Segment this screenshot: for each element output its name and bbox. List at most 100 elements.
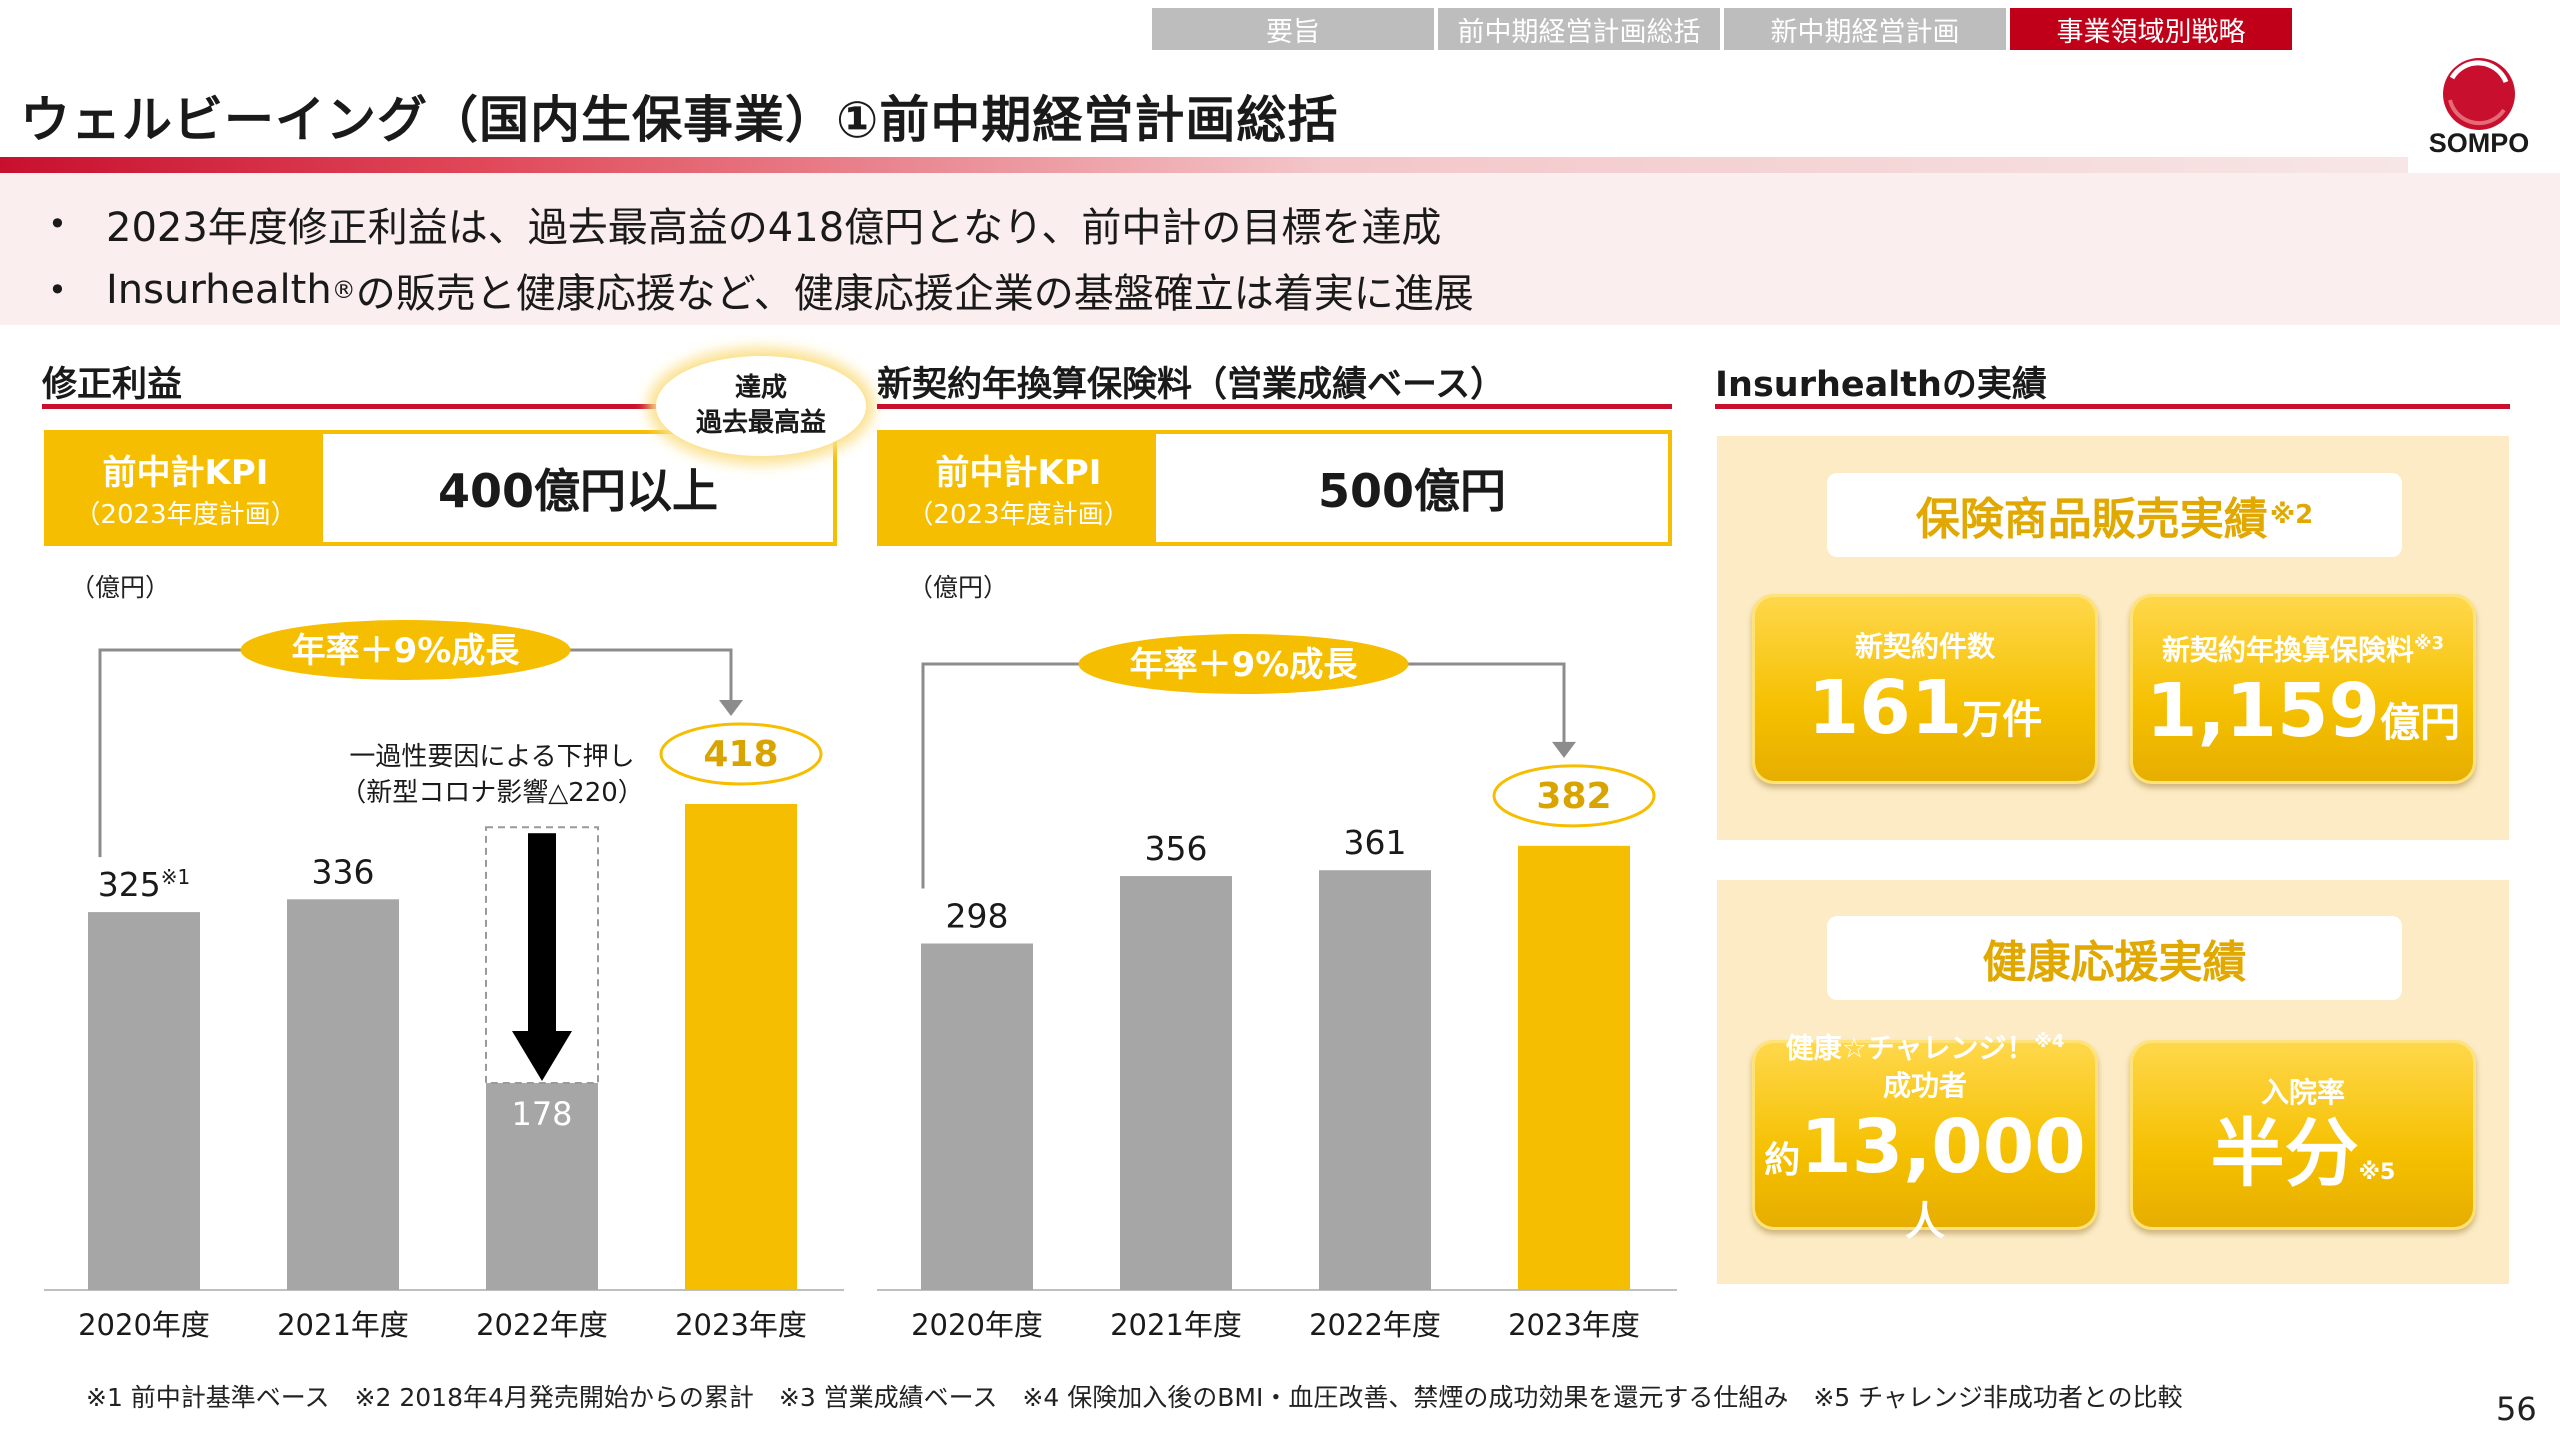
bullet-dot-icon: • [48,205,67,243]
highlight-value-bubble [659,722,823,786]
bar-2023年度 [685,803,797,1290]
bullet-dot-icon: • [48,271,67,309]
value-label: 356 [1145,829,1208,868]
category-label: 2021年度 [1110,1308,1242,1342]
ghost-bar-outline [485,826,599,1085]
hospitalization-rate-card: 入院率 半分※5 [2130,1040,2476,1230]
value-label: 336 [312,852,375,891]
achieved-badge-line2: 過去最高益 [695,408,826,438]
annualized-premium-card: 新契約年換算保険料※3 1,159億円 [2130,594,2476,784]
challenge-label-2: 成功者 [1882,1069,1967,1103]
value-label: 361 [1344,823,1407,862]
middle-unit-label: （億円） [908,573,1009,602]
middle-section-title: 新契約年換算保険料（営業成績ベース） [877,365,1506,405]
category-label: 2020年度 [911,1308,1043,1342]
bar-2021年度 [287,899,399,1290]
premium-bar-chart: 2020年度 2021年度 2022年度 2023年度 298 356 361 382 年率＋9… [877,634,1677,1342]
new-contracts-label: 新契約件数 [1854,630,1995,663]
registered-mark: ® [331,276,356,304]
summary-band: • 2023年度修正利益は、過去最高益の418億円となり、前中計の目標を達成 •… [0,173,2560,325]
challenge-prefix: 約 [1764,1140,1801,1182]
covid-annotation-line1: 一過性要因による下押し [349,742,634,772]
logo-text: SOMPO [2428,128,2530,158]
summary-bullet-1: • 2023年度修正利益は、過去最高益の418億円となり、前中計の目標を達成 [48,195,1441,253]
growth-label-bubble [240,620,571,680]
summary-bullet-2: • Insurhealth ® の販売と健康応援など、健康応援企業の基盤確立は着実に… [48,261,1474,319]
challenge-label: 健康☆チャレンジ！ [1785,1031,2035,1065]
nav-tab-business-strategy[interactable]: 事業領域別戦略 [2010,8,2292,50]
annualized-premium-value: 1,159 [2145,668,2381,755]
page-title: ウェルビーイング（国内生保事業）①前中期経営計画総括 [20,91,1339,149]
middle-section-line [877,404,1672,409]
health-support-title: 健康応援実績 [1827,916,2402,1000]
bar-2020年度 [88,912,200,1290]
bar-2021年度 [1120,876,1232,1290]
category-label: 2021年度 [277,1308,409,1342]
middle-kpi-label-sub: （2023年度計画） [907,500,1130,530]
profit-bar-chart: 2020年度 2021年度 2022年度 2023年度 一過性要因による下押し （新型コロ… [44,620,844,1342]
covid-annotation-line2: （新型コロナ影響△220） [340,778,644,808]
left-kpi-box: 前中計KPI （2023年度計画） 400億円以上 [44,430,837,546]
value-label: 178 [511,1095,572,1133]
left-kpi-label-main: 前中計KPI [102,453,269,493]
category-label: 2023年度 [675,1308,807,1342]
page-number: 56 [2496,1390,2537,1428]
sales-results-title: 保険商品販売実績 ※2 [1827,473,2402,557]
growth-arrow-icon [719,699,743,716]
challenge-unit: 人 [1905,1199,1945,1246]
summary-bullet-2-pre: Insurhealth [106,267,332,313]
down-arrow-icon [512,1031,572,1082]
section-nav: 要旨 前中期経営計画総括 新中期経営計画 事業領域別戦略 [1152,8,2292,50]
middle-kpi-value: 500億円 [1317,464,1507,518]
growth-label-bubble [1078,634,1409,694]
sales-results-title-text: 保険商品販売実績 [1915,494,2268,545]
bar-2023年度 [1518,845,1630,1290]
hospitalization-note: ※5 [2358,1160,2396,1185]
new-contracts-value: 161 [1807,665,1963,751]
right-section-title: Insurhealthの実績 [1715,365,2047,405]
new-contracts-unit: 万件 [1962,697,2043,743]
value-label-note: ※1 [161,865,190,889]
bar-2020年度 [921,943,1033,1290]
annualized-premium-unit: 億円 [2380,700,2461,747]
value-label: 418 [703,734,778,775]
growth-bracket [921,662,1566,889]
title-underline-bar [0,157,2408,173]
challenge-value: 13,000 [1800,1104,2086,1191]
down-arrow-shaft [528,833,556,1034]
footnote: ※1 前中計基準ベース ※2 2018年4月発売開始からの累計 ※3 営業成績ベ… [86,1383,2183,1412]
summary-bullet-2-post: の販売と健康応援など、健康応援企業の基盤確立は着実に進展 [355,271,1474,317]
challenge-success-card: 健康☆チャレンジ！※4 成功者 約13,000 人 [1752,1031,2098,1245]
highlight-value-bubble [1492,764,1656,828]
growth-label: 年率＋9%成長 [292,631,521,671]
growth-label: 年率＋9%成長 [1130,645,1359,685]
value-label: 325※1 [98,865,190,904]
bar-2022年度 [486,1083,598,1290]
right-section-line [1715,404,2510,409]
achieved-badge-line1: 達成 [734,373,787,403]
left-section-title: 修正利益 [42,365,183,405]
bar-2022年度 [1319,870,1431,1290]
category-label: 2022年度 [476,1308,608,1342]
summary-bullet-1-text: 2023年度修正利益は、過去最高益の418億円となり、前中計の目標を達成 [106,205,1442,251]
left-kpi-value: 400億円以上 [437,464,719,518]
achieved-badge: 達成 過去最高益 [656,356,866,456]
value-label: 298 [946,896,1009,935]
annualized-premium-note: ※3 [2413,632,2445,654]
category-label: 2020年度 [78,1308,210,1342]
middle-kpi-label: 前中計KPI （2023年度計画） [881,434,1156,542]
category-label: 2022年度 [1309,1308,1441,1342]
left-unit-label: （億円） [70,573,171,602]
annualized-premium-label: 新契約年換算保険料 [2161,633,2414,667]
middle-kpi-label-main: 前中計KPI [935,453,1102,493]
challenge-note: ※4 [2034,1030,2065,1052]
hospitalization-value: 半分 [2210,1111,2359,1197]
hospitalization-label: 入院率 [2260,1076,2345,1109]
nav-tab-new-plan[interactable]: 新中期経営計画 [1724,8,2006,50]
nav-tab-previous-plan-review[interactable]: 前中期経営計画総括 [1438,8,1720,50]
sales-results-title-note: ※2 [2269,500,2314,530]
left-kpi-label-sub: （2023年度計画） [74,500,297,530]
sompo-logo-icon [2443,58,2515,130]
middle-kpi-box: 前中計KPI （2023年度計画） 500億円 [877,430,1672,546]
nav-tab-summary[interactable]: 要旨 [1152,8,1434,50]
